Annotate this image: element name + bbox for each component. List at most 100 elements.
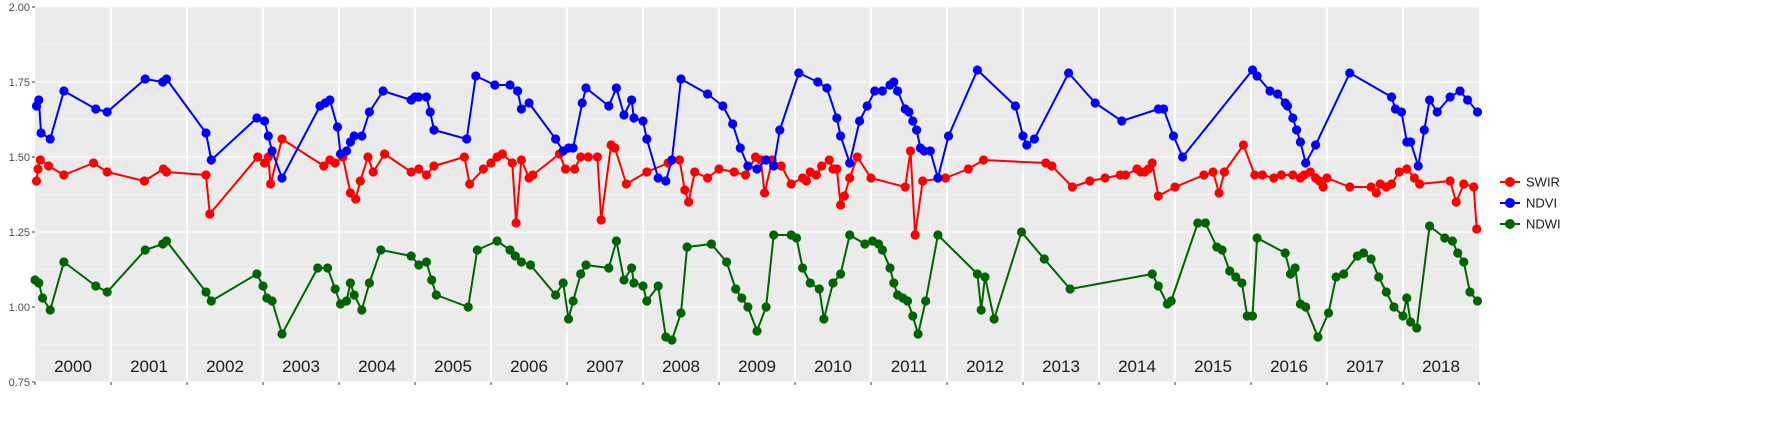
- data-point-ndwi: [140, 245, 150, 255]
- data-point-ndvi: [855, 116, 865, 126]
- data-point-ndvi: [619, 110, 629, 120]
- data-point-ndvi: [259, 116, 270, 126]
- data-point-ndvi: [252, 113, 262, 123]
- data-point-swir: [786, 179, 796, 189]
- data-point-swir: [277, 134, 287, 144]
- data-point-ndwi: [576, 269, 586, 279]
- data-point-ndvi: [34, 95, 44, 105]
- data-point-ndwi: [551, 290, 561, 300]
- data-point-swir: [610, 143, 620, 153]
- data-point-ndvi: [349, 131, 359, 141]
- data-point-ndwi: [427, 275, 437, 285]
- data-point-ndvi: [1010, 101, 1021, 111]
- data-point-swir: [1288, 170, 1298, 180]
- data-point-ndwi: [406, 251, 416, 261]
- data-point-ndvi: [728, 119, 738, 129]
- data-point-ndwi: [59, 257, 69, 267]
- data-point-swir: [1170, 182, 1180, 192]
- data-point-ndvi: [425, 107, 435, 117]
- data-point-swir: [1100, 173, 1110, 183]
- data-point-ndvi: [1301, 158, 1311, 168]
- data-point-swir: [1085, 176, 1095, 186]
- data-point-ndvi: [912, 125, 922, 135]
- data-point-ndvi: [45, 134, 55, 144]
- data-point-ndvi: [775, 125, 785, 135]
- data-point-ndwi: [206, 296, 216, 306]
- data-point-swir: [429, 161, 439, 171]
- data-point-ndwi: [1200, 218, 1210, 228]
- data-point-ndwi: [1331, 272, 1341, 282]
- data-point-ndwi: [1247, 311, 1258, 321]
- data-point-ndwi: [731, 284, 741, 294]
- data-point-swir: [978, 155, 989, 165]
- data-point-ndwi: [1472, 296, 1483, 306]
- data-point-swir: [368, 167, 378, 177]
- data-point-swir: [839, 191, 850, 201]
- data-point-ndwi: [1381, 287, 1391, 297]
- data-point-ndwi: [161, 236, 172, 246]
- data-point-swir: [1238, 140, 1248, 150]
- legend-label: NDWI: [1526, 217, 1561, 232]
- data-point-swir: [31, 176, 42, 186]
- data-point-ndwi: [1374, 272, 1384, 282]
- data-point-ndvi: [718, 101, 728, 111]
- data-point-ndwi: [38, 293, 48, 303]
- data-point-swir: [1366, 182, 1376, 192]
- data-point-ndwi: [345, 278, 355, 288]
- data-point-swir: [1322, 173, 1332, 183]
- data-point-ndvi: [832, 113, 842, 123]
- data-point-ndwi: [1193, 218, 1203, 228]
- data-point-ndwi: [563, 314, 574, 324]
- data-point-ndwi: [972, 269, 983, 279]
- data-point-swir: [1250, 170, 1260, 180]
- data-point-ndwi: [463, 302, 473, 312]
- data-point-ndvi: [1345, 68, 1355, 78]
- data-point-swir: [1067, 182, 1077, 192]
- minor-gridlines: [35, 44, 1479, 345]
- data-point-ndwi: [805, 278, 815, 288]
- data-point-ndwi: [1339, 269, 1349, 279]
- data-point-ndvi: [822, 83, 832, 93]
- year-label: 2000: [54, 357, 92, 376]
- legend-key-marker: [1505, 177, 1515, 187]
- data-point-ndwi: [102, 287, 112, 297]
- legend: SWIR NDVI NDWI: [1500, 175, 1561, 232]
- data-point-swir: [680, 185, 690, 195]
- data-point-ndwi: [252, 269, 262, 279]
- data-point-swir: [1394, 167, 1404, 177]
- year-label: 2009: [738, 357, 776, 376]
- year-label: 2002: [206, 357, 244, 376]
- data-point-ndwi: [642, 296, 652, 306]
- data-point-ndvi: [462, 134, 472, 144]
- data-point-ndwi: [1313, 332, 1323, 342]
- data-point-swir: [1402, 164, 1412, 174]
- data-point-ndwi: [201, 287, 211, 297]
- data-point-ndvi: [1292, 125, 1302, 135]
- data-point-ndwi: [342, 296, 352, 306]
- data-point-ndvi: [794, 68, 804, 78]
- data-point-ndvi: [551, 134, 561, 144]
- data-point-ndwi: [431, 290, 441, 300]
- data-point-swir: [703, 173, 713, 183]
- data-point-swir: [33, 164, 43, 174]
- data-point-swir: [1387, 179, 1397, 189]
- data-point-ndvi: [1022, 140, 1032, 150]
- data-point-swir: [1371, 188, 1381, 198]
- legend-item-swir: SWIR: [1500, 175, 1560, 190]
- data-point-ndvi: [516, 104, 527, 114]
- year-label: 2012: [966, 357, 1004, 376]
- data-point-ndvi: [1018, 131, 1028, 141]
- data-point-ndvi: [1463, 95, 1473, 105]
- data-point-ndwi: [1225, 266, 1235, 276]
- data-point-ndvi: [972, 65, 983, 75]
- data-point-ndvi: [1029, 134, 1039, 144]
- legend-key-marker: [1505, 198, 1515, 208]
- data-point-ndwi: [525, 260, 536, 270]
- data-point-ndwi: [1412, 323, 1422, 333]
- data-point-swir: [421, 170, 431, 180]
- data-point-ndwi: [604, 263, 614, 273]
- data-point-swir: [1445, 176, 1455, 186]
- data-point-ndvi: [513, 86, 523, 96]
- data-point-ndvi: [761, 155, 771, 165]
- year-label: 2018: [1422, 357, 1460, 376]
